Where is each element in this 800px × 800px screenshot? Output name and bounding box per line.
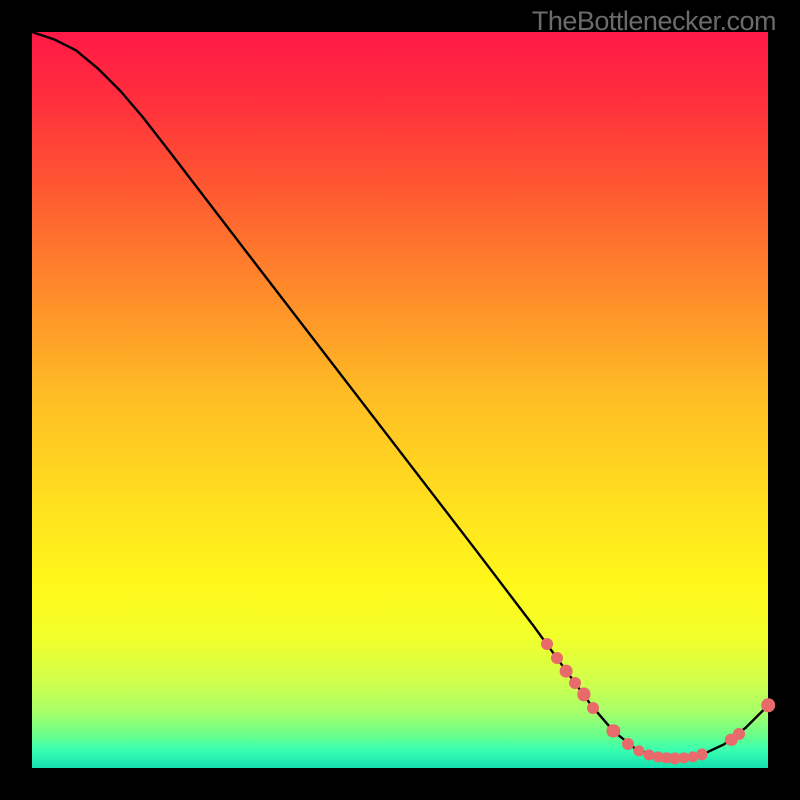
bottleneck-curve xyxy=(32,32,768,768)
data-point-marker xyxy=(733,728,745,740)
data-point-marker xyxy=(577,688,590,701)
data-point-marker xyxy=(696,749,707,760)
data-point-marker xyxy=(587,702,599,714)
data-point-marker xyxy=(622,738,634,750)
plot-area xyxy=(32,32,768,768)
data-point-marker xyxy=(560,664,573,677)
data-point-marker xyxy=(569,677,581,689)
data-point-marker xyxy=(541,638,553,650)
data-point-marker xyxy=(551,652,563,664)
data-point-marker xyxy=(607,725,620,738)
data-point-marker xyxy=(761,699,775,713)
chart-container: TheBottlenecker.com xyxy=(0,0,800,800)
